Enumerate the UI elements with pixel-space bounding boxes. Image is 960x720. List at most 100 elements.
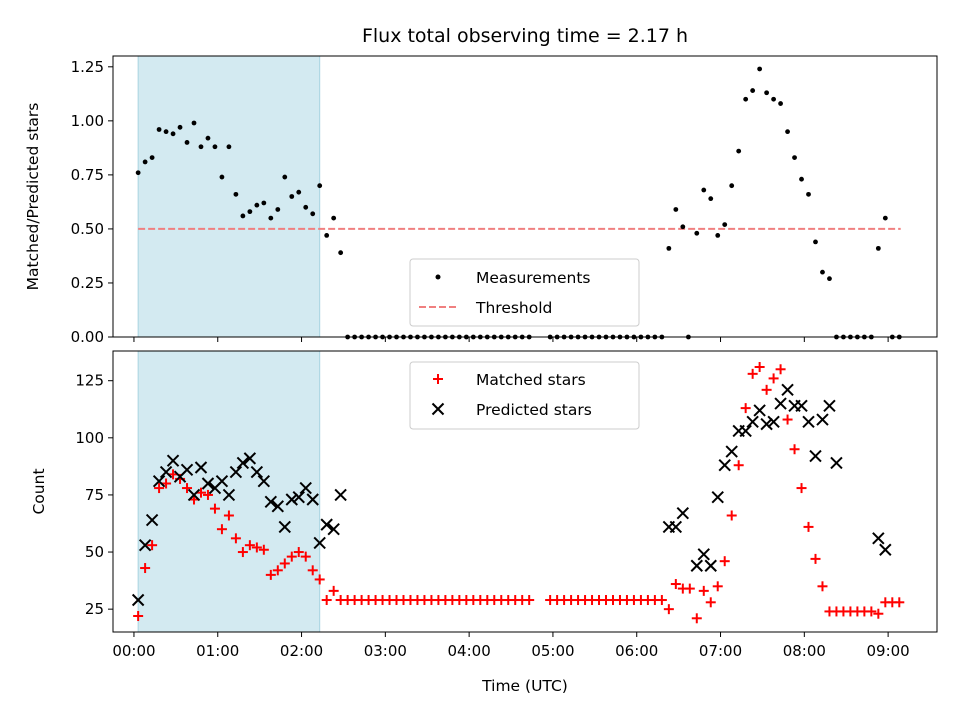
- predicted-star-point: [187, 488, 201, 502]
- predicted-star-point: [711, 491, 724, 504]
- measurement-point: [240, 213, 246, 219]
- measurement-point: [205, 135, 211, 141]
- measurement-point: [757, 66, 763, 72]
- matched-star-point: [754, 361, 765, 372]
- matched-star-point: [230, 533, 241, 544]
- top-ytick-label: 1.25: [71, 58, 104, 76]
- measurement-point: [820, 269, 825, 275]
- predicted-star-point: [145, 513, 159, 527]
- cross-b: [180, 463, 194, 477]
- measurement-point: [310, 211, 316, 217]
- cross-b: [313, 536, 326, 550]
- matched-star-point: [698, 585, 709, 596]
- cross-b: [760, 417, 773, 431]
- cross-b: [767, 415, 780, 429]
- matched-star-point: [244, 540, 255, 551]
- matched-star-point: [803, 521, 814, 532]
- predicted-star-point: [879, 543, 892, 556]
- matched-star-point: [726, 510, 737, 521]
- predicted-star-point: [753, 404, 766, 417]
- top-axes-frame: [112, 55, 938, 338]
- predicted-star-point: [138, 538, 152, 552]
- legend-marker-matched: [433, 374, 443, 384]
- predicted-star-points: [131, 383, 892, 607]
- measurement-point: [226, 144, 232, 150]
- bottom-ytick-label: 100: [75, 429, 104, 447]
- predicted-star-point: [676, 506, 690, 520]
- cross-b: [278, 520, 291, 534]
- legend-marker-predicted: [431, 402, 445, 416]
- bottom-x-ticks: 00:00 01:00 02:00 03:00 04:00 05:00 06:00 07:00…: [112, 632, 910, 660]
- measurement-point: [331, 215, 337, 221]
- measurement-point: [247, 209, 253, 215]
- cross-b: [257, 475, 271, 488]
- cross-b: [697, 548, 710, 561]
- predicted-star-point: [236, 456, 250, 470]
- predicted-star-point: [264, 495, 278, 508]
- cross-b: [264, 495, 278, 508]
- measurement-point: [254, 202, 260, 208]
- predicted-star-point: [830, 456, 843, 470]
- matched-star-point: [279, 558, 290, 569]
- predicted-star-point: [299, 481, 312, 495]
- measurement-point: [212, 144, 218, 150]
- matched-star-point: [705, 597, 716, 608]
- matched-star-point: [237, 547, 248, 558]
- cross-b: [830, 456, 843, 470]
- cross-b: [781, 383, 794, 397]
- matched-star-point: [866, 606, 877, 617]
- cross-b: [816, 413, 829, 426]
- predicted-star-point: [739, 424, 752, 438]
- measurement-points: [135, 66, 902, 340]
- cross-b: [138, 538, 152, 552]
- bottom-ytick-label: 50: [85, 543, 104, 561]
- predicted-star-point: [159, 465, 173, 479]
- predicted-star-point: [697, 548, 710, 561]
- measurement-point: [785, 129, 790, 135]
- predicted-star-point: [320, 518, 333, 531]
- top-ytick-label: 0.25: [71, 274, 104, 292]
- matched-star-point: [209, 503, 220, 514]
- matched-star-point: [223, 510, 234, 521]
- predicted-star-point: [285, 493, 298, 506]
- measurement-point: [722, 222, 728, 228]
- bottom-xtick-label: 04:00: [448, 642, 491, 660]
- cross-b: [676, 506, 690, 520]
- matched-star-point: [293, 547, 304, 558]
- measurement-point: [715, 233, 721, 238]
- legend-label-predicted: Predicted stars: [476, 401, 592, 419]
- predicted-star-point: [669, 520, 683, 534]
- matched-star-point: [147, 540, 158, 551]
- measurement-point: [694, 230, 700, 236]
- predicted-star-point: [774, 397, 787, 410]
- top-ytick-label: 1.00: [71, 112, 104, 130]
- matched-star-point: [202, 489, 213, 500]
- predicted-star-point: [704, 559, 717, 572]
- measurement-point: [875, 245, 881, 251]
- matched-star-point: [314, 574, 325, 585]
- cross-b: [222, 488, 236, 502]
- matched-star-point: [258, 544, 269, 555]
- legend-label-measurements: Measurements: [476, 269, 591, 287]
- cross-b: [229, 465, 243, 479]
- matched-star-point: [782, 414, 793, 425]
- cross-b: [725, 445, 738, 458]
- matched-star-point: [670, 579, 681, 590]
- predicted-star-point: [872, 532, 885, 545]
- measurement-point: [680, 224, 686, 230]
- cross-b: [823, 399, 836, 413]
- cross-b: [690, 559, 703, 572]
- measurement-point: [170, 131, 176, 137]
- cross-b: [879, 543, 892, 556]
- measurement-point: [827, 276, 832, 282]
- bottom-legend-box: [409, 361, 640, 430]
- chart-title: Flux total observing time = 2.17 h: [362, 25, 688, 47]
- cross-b: [299, 481, 312, 495]
- top-x-ticks: [133, 337, 889, 342]
- cross-b: [131, 593, 145, 607]
- predicted-star-point: [816, 413, 829, 426]
- matched-star-point: [796, 483, 807, 494]
- measurement-point: [701, 187, 707, 193]
- cross-b: [327, 522, 340, 536]
- predicted-star-point: [802, 415, 815, 429]
